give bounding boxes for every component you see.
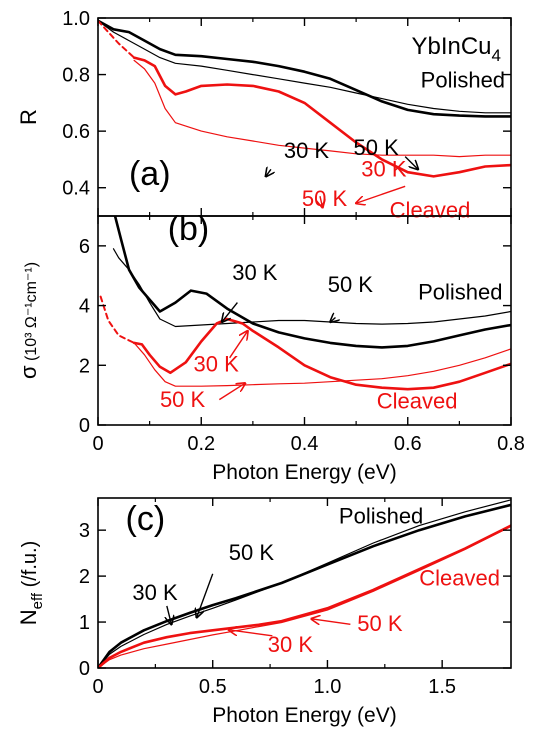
chart-title: YbInCu4 [411,33,501,65]
annotation-label: 30 K [284,138,330,163]
chart-title-subscript: 4 [492,46,501,65]
annotation-label: 50 K [354,135,400,160]
y-tick-label: 0.8 [62,65,90,87]
y-axis-symbol: R [16,109,41,125]
annotation-label: 50 K [357,611,403,636]
y-tick-label: 4 [79,296,90,318]
annotation-label: 50 K [328,272,374,297]
annotation-label: (a) [129,155,171,193]
annotation-label: 50 K [229,540,275,565]
y-tick-label: 1 [79,612,90,634]
x-tick-label: 0.6 [394,433,422,455]
annotation-label: (c) [126,500,166,538]
annotation-label: Polished [418,280,502,305]
series-line [132,317,511,391]
series-line [98,20,511,114]
y-axis-label: σ (10³ Ω⁻¹cm⁻¹) [16,262,41,379]
series-line [98,19,511,118]
x-axis-label: Photon Energy (eV) [212,704,396,727]
series-group [99,216,511,391]
annotation-arrow [404,156,418,170]
y-axis-unit: (10³ Ω⁻¹cm⁻¹) [23,262,40,366]
y-axis-unit: (/f.u.) [19,541,41,593]
annotation-arrow [229,630,273,637]
series-line [132,56,511,178]
series-line [98,503,511,668]
annotation-label: 30 K [232,260,278,285]
annotation-label: 30 K [132,580,178,605]
y-tick-label: 0 [79,658,90,680]
y-axis-subscript: eff [29,592,46,609]
annotation-arrow [167,605,172,624]
x-tick-label: 1.0 [314,676,342,698]
panel-c: 0 1 2 3 0 0.5 1.0 1.5 Photon Energy (eV) Neff (/f… [16,497,512,727]
y-axis-symbol: N [16,609,41,625]
y-tick-label: 0.6 [62,121,90,143]
annotation-arrow [222,302,238,322]
annotation-label: Polished [421,67,505,92]
annotation-label: Cleaved [419,565,500,590]
x-tick-label: 0.4 [291,433,319,455]
x-axis-label: Photon Energy (eV) [212,461,396,484]
axes-frame [97,497,512,669]
series-group [98,19,511,178]
annotation-label: 30 K [194,351,240,376]
x-tick-label: 0 [92,433,103,455]
y-axis-label: R [16,109,41,125]
annotation-label: (b) [168,210,210,248]
y-tick-label: 0.4 [62,178,90,200]
annotation-arrow [229,331,248,359]
x-tick-label: 0.2 [187,433,215,455]
annotation-arrow [330,318,335,322]
annotation-label: Cleaved [390,197,471,222]
x-tick-label: 0.8 [497,433,525,455]
series-line [98,19,136,59]
annotation-arrow [218,383,245,401]
annotation-label: Polished [339,503,423,528]
annotation-label: 30 K [268,632,314,657]
panel-b: 0 2 4 6 0 0.2 0.4 0.6 0.8 Photon Energy (eV) σ (10… [16,210,525,484]
y-tick-label: 0 [79,415,90,437]
y-axis-label: Neff (/f.u.) [16,541,46,626]
x-tick-label: 0.5 [199,676,227,698]
chart-title-main: YbInCu [411,33,491,60]
y-axis-symbol: σ [16,365,41,379]
series-line [98,499,511,668]
y-tick-label: 2 [79,566,90,588]
series-line [99,295,136,344]
panel-a: 0.4 0.6 0.8 1.0 R YbInCu4 (a) Polished Cleaved 30… [16,8,512,222]
annotation-arrow [320,196,323,207]
annotation-arrow [197,573,214,618]
x-tick-label: 1.5 [428,676,456,698]
series-line [133,342,511,387]
annotation-label: 50 K [160,387,206,412]
annotation-arrow [356,185,406,203]
y-tick-label: 1.0 [62,8,90,30]
series-line [112,248,511,328]
annotation-label: Cleaved [377,389,458,414]
x-tick-label: 0 [92,676,103,698]
annotation-arrow [311,619,351,626]
annotation-label: 30 K [361,156,407,181]
annotation-arrow [266,169,271,176]
series-line [133,59,511,158]
y-tick-label: 6 [79,236,90,258]
y-tick-label: 3 [79,520,90,542]
y-tick-label: 2 [79,355,90,377]
annotation-label: 50 K [302,186,348,211]
